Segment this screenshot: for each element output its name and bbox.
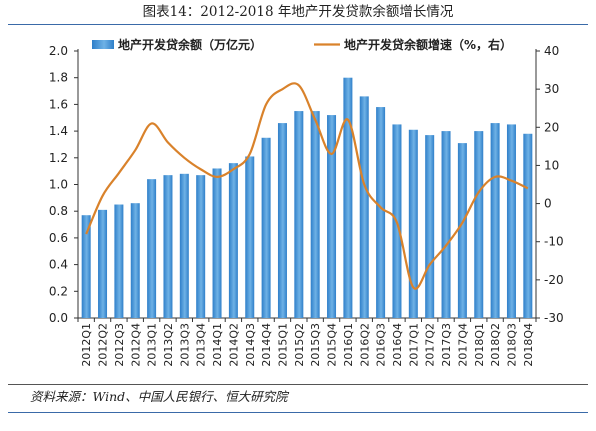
bar [457, 143, 467, 318]
x-tick-label: 2018Q2 [489, 323, 502, 367]
right-tick-label: -10 [544, 235, 564, 249]
right-tick-label: -20 [544, 273, 564, 287]
left-tick-label: 1.8 [49, 71, 68, 85]
legend-label-line: 地产开发贷余额增速（%，右） [344, 37, 512, 52]
bar [523, 133, 533, 318]
left-tick-label: 0.6 [49, 231, 68, 245]
bar [130, 203, 140, 318]
legend-swatch-bar [92, 40, 114, 49]
left-tick-label: 1.4 [49, 124, 68, 138]
bar [506, 124, 516, 318]
x-tick-label: 2017Q2 [424, 323, 437, 367]
left-tick-label: 0.0 [49, 311, 68, 325]
bar [212, 168, 222, 318]
x-tick-label: 2013Q2 [162, 323, 175, 367]
bar [114, 204, 124, 318]
x-tick-label: 2013Q3 [178, 323, 191, 367]
bar [474, 131, 484, 318]
bar [408, 129, 418, 318]
left-tick-label: 0.8 [49, 204, 68, 218]
x-tick-label: 2017Q3 [440, 323, 453, 367]
bar [81, 215, 91, 318]
x-tick-label: 2015Q3 [309, 323, 322, 367]
x-tick-label: 2013Q4 [195, 323, 208, 367]
source-note: 资料来源：Wind、中国人民银行、恒大研究院 [30, 389, 288, 404]
x-tick-label: 2014Q4 [260, 323, 273, 367]
axes: 0.0 0.2 0.4 0.6 0.8 1.0 1.2 1.4 1.6 1.8 2.0 -30 -20 -… [49, 44, 564, 367]
bar [179, 173, 189, 318]
title-divider [8, 24, 588, 25]
legend: 地产开发贷余额（万亿元） 地产开发贷余额增速（%，右） [92, 37, 512, 52]
left-tick-label: 1.6 [49, 97, 68, 111]
x-tick-label: 2014Q1 [211, 323, 224, 367]
x-tick-label: 2016Q2 [358, 323, 371, 367]
bar [261, 137, 271, 318]
left-tick-label: 0.4 [49, 258, 68, 272]
x-tick-label: 2015Q4 [326, 323, 339, 367]
x-tick-label: 2012Q3 [113, 323, 126, 367]
x-tick-label: 2016Q3 [375, 323, 388, 367]
x-tick-label: 2013Q1 [146, 323, 159, 367]
bar [147, 179, 157, 318]
x-tick-label: 2018Q4 [522, 323, 535, 367]
source-divider [8, 384, 588, 385]
bar [245, 156, 255, 318]
bar [425, 135, 435, 318]
bottom-divider [8, 412, 588, 413]
left-tick-label: 0.2 [49, 284, 68, 298]
x-tick-label: 2015Q1 [276, 323, 289, 367]
x-tick-label: 2017Q4 [456, 323, 469, 367]
left-tick-label: 1.2 [49, 151, 68, 165]
x-tick-label: 2012Q1 [80, 323, 93, 367]
x-tick-label: 2014Q2 [227, 323, 240, 367]
bar-series [81, 77, 533, 318]
right-tick-label: -30 [544, 311, 564, 325]
left-tick-label: 2.0 [49, 44, 68, 58]
legend-label-bar: 地产开发贷余额（万亿元） [118, 37, 262, 52]
left-tick-label: 1.0 [49, 178, 68, 192]
right-tick-label: 20 [544, 120, 559, 134]
x-tick-label: 2012Q2 [97, 323, 110, 367]
x-tick-label: 2016Q4 [391, 323, 404, 367]
bar [327, 115, 337, 318]
bar [163, 175, 173, 318]
line-series [85, 82, 529, 290]
bar [277, 123, 287, 318]
x-tick-label: 2016Q1 [342, 323, 355, 367]
growth-line [85, 82, 529, 290]
bar [196, 175, 206, 318]
chart-plot: 0.0 0.2 0.4 0.6 0.8 1.0 1.2 1.4 1.6 1.8 2.0 -30 -20 -… [49, 37, 564, 367]
x-tick-label: 2017Q1 [407, 323, 420, 367]
bar [490, 123, 500, 318]
bar [98, 209, 108, 318]
bar [294, 111, 304, 318]
bar [310, 111, 320, 318]
bar [376, 107, 386, 318]
bar [228, 163, 238, 318]
right-tick-label: 10 [544, 158, 559, 172]
right-tick-label: 30 [544, 82, 559, 96]
bar [441, 131, 451, 318]
x-tick-label: 2012Q4 [129, 323, 142, 367]
x-tick-label: 2014Q3 [244, 323, 257, 367]
chart-title: 图表14：2012-2018 年地产开发贷款余额增长情况 [142, 4, 454, 20]
bar [359, 96, 369, 318]
right-tick-label: 0 [544, 197, 552, 211]
x-tick-label: 2018Q3 [505, 323, 518, 367]
bar [343, 77, 353, 318]
right-tick-label: 40 [544, 44, 559, 58]
x-tick-label: 2015Q2 [293, 323, 306, 367]
x-tick-label: 2018Q1 [473, 323, 486, 367]
